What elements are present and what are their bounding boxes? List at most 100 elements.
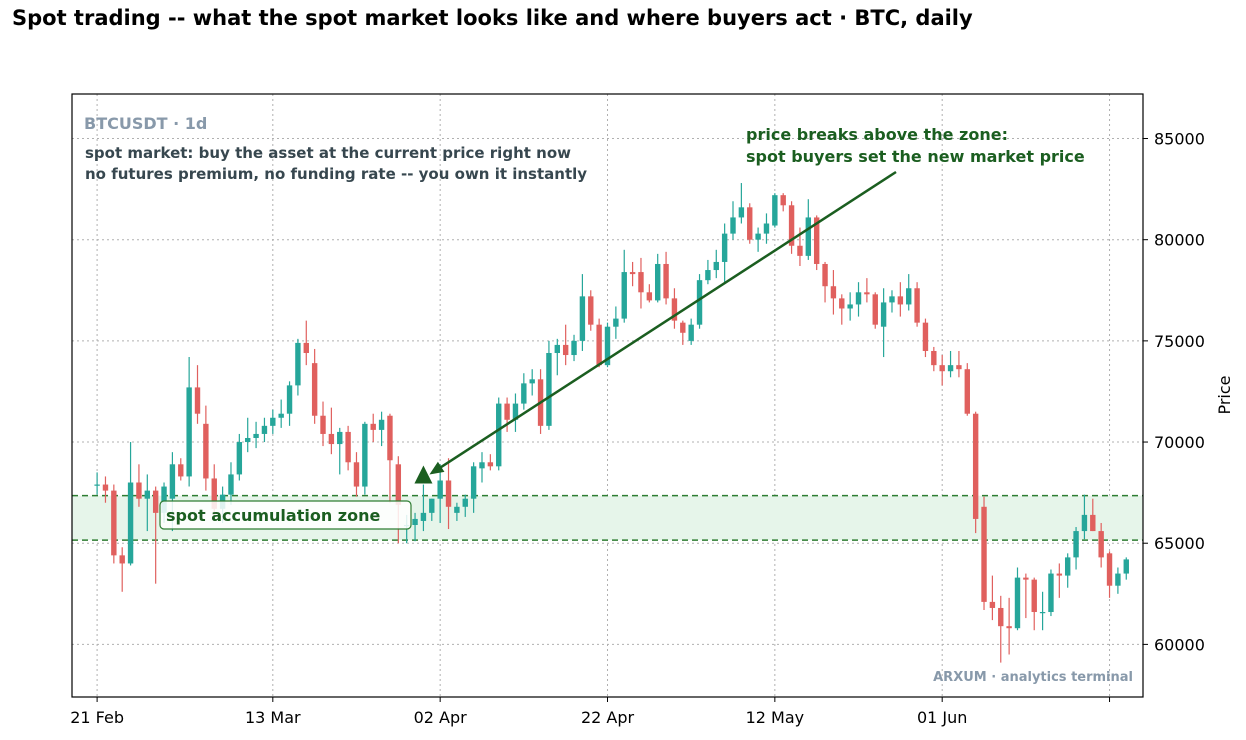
candle-body — [253, 433, 259, 438]
candle-body — [378, 419, 385, 430]
candle-body — [914, 288, 920, 323]
candle-body — [897, 296, 904, 305]
candle-body — [705, 270, 711, 281]
x-tick-label: 02 Apr — [414, 708, 468, 727]
candle-body — [395, 464, 402, 505]
zone-label-box — [159, 500, 412, 530]
candle-body — [462, 498, 468, 507]
candle-body — [119, 555, 125, 564]
candle-body — [964, 369, 970, 414]
y-tick-label: 60000 — [1154, 635, 1205, 654]
candle-body — [939, 365, 945, 372]
candle-body — [94, 484, 100, 486]
candle-body — [111, 490, 117, 556]
candle-body — [680, 322, 686, 333]
candle-body — [956, 365, 962, 370]
candle-body — [822, 263, 828, 287]
x-tick-label: 12 May — [746, 708, 805, 727]
y-tick-label: 80000 — [1154, 231, 1205, 250]
candle-body — [203, 423, 209, 479]
candle-body — [186, 387, 192, 477]
y-tick-label: 65000 — [1154, 534, 1205, 553]
y-axis-label: Price — [1215, 375, 1234, 414]
candle-body — [989, 601, 996, 608]
axes: 60000 65000 70000 75000 80000 85000 21 Feb 13 M… — [70, 93, 1234, 727]
candle-body — [671, 298, 678, 321]
annotations: spot accumulation zone price breaks above… — [84, 114, 1133, 685]
note-text: spot market: buy the asset at the curren… — [85, 144, 571, 162]
candle-body — [805, 217, 812, 256]
candle-body — [161, 486, 167, 513]
candle-body — [1115, 573, 1121, 586]
candle-body — [102, 484, 109, 491]
candle-body — [194, 387, 201, 414]
candle-body — [152, 490, 159, 513]
candle-body — [772, 195, 778, 226]
candle-body — [370, 423, 376, 430]
candle-body — [730, 217, 736, 234]
candle-body — [320, 415, 326, 434]
candle-body — [922, 322, 929, 351]
candle-body — [562, 344, 569, 356]
candle-body — [521, 383, 527, 404]
candle-body — [420, 512, 427, 521]
candle-body — [1081, 514, 1088, 532]
candle-body — [579, 296, 586, 341]
annotation-text: price breaks above the zone: — [746, 125, 1008, 144]
candle-body — [295, 342, 301, 386]
candle-body — [487, 462, 494, 467]
candle-body — [931, 350, 937, 366]
candle-body — [688, 324, 694, 341]
candle-body — [813, 217, 820, 264]
candle-body — [596, 324, 602, 366]
candle-body — [1031, 579, 1037, 613]
candle-body — [638, 272, 644, 293]
candle-body — [1064, 557, 1071, 576]
candle-body — [479, 462, 485, 469]
candle-body — [437, 480, 443, 499]
candle-body — [178, 464, 184, 477]
candle-body — [387, 415, 393, 461]
candle-body — [621, 272, 627, 319]
candle-body — [362, 423, 368, 487]
candle-body — [1006, 626, 1012, 629]
candle-body — [228, 474, 234, 495]
candle-body — [747, 207, 753, 240]
x-tick-label: 22 Apr — [581, 708, 635, 727]
candle-body — [1073, 531, 1079, 558]
annotation-arrow-shaft — [436, 170, 897, 471]
candle-body — [864, 292, 870, 295]
candle-body — [855, 292, 862, 305]
candle-body — [496, 403, 502, 467]
symbol-label: BTCUSDT · 1d — [84, 114, 207, 133]
candle-body — [1039, 612, 1046, 614]
candle-body — [981, 506, 987, 602]
y-tick-label: 70000 — [1154, 433, 1205, 452]
candle-body — [839, 298, 845, 309]
annotation-text: spot buyers set the new market price — [746, 147, 1085, 166]
candle-body — [1048, 573, 1054, 613]
candle-body — [144, 490, 151, 499]
x-tick-label: 13 Mar — [245, 708, 301, 727]
candle-body — [663, 263, 669, 299]
candle-body — [512, 403, 519, 420]
candle-body — [169, 464, 176, 499]
candle-body — [270, 417, 276, 426]
zone-label: spot accumulation zone — [166, 506, 380, 525]
candle-body — [1090, 514, 1096, 532]
candle-body — [127, 482, 134, 564]
candle-body — [713, 261, 719, 271]
candle-body — [872, 294, 878, 325]
x-tick-label: 01 Jun — [917, 708, 967, 727]
note-text: no futures premium, no funding rate -- y… — [85, 165, 587, 183]
candle-body — [755, 233, 761, 240]
candle-body — [972, 413, 979, 519]
candle-body — [613, 318, 619, 327]
candle-body — [328, 433, 335, 445]
annotation-arrow-head-icon — [429, 461, 445, 475]
candle-body — [646, 292, 653, 301]
y-tick-label: 75000 — [1154, 332, 1205, 351]
candle-body — [780, 195, 786, 206]
candle-body — [136, 482, 142, 499]
candle-body — [236, 442, 243, 475]
